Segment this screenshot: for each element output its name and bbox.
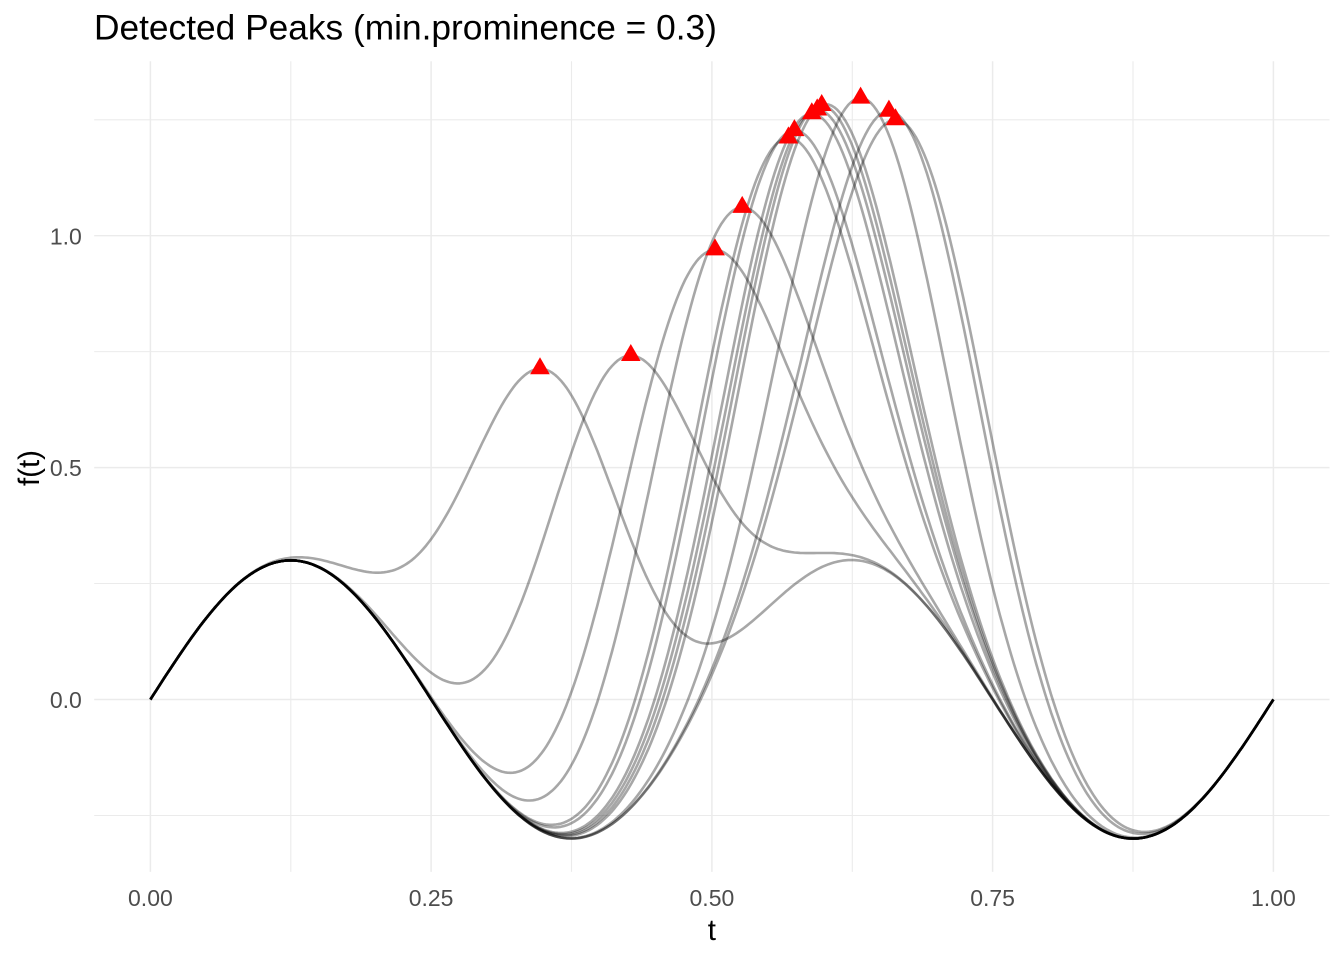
svg-text:0.0: 0.0: [50, 687, 82, 713]
svg-text:t: t: [708, 914, 716, 947]
svg-text:Detected Peaks (min.prominence: Detected Peaks (min.prominence = 0.3): [94, 8, 717, 47]
svg-text:0.25: 0.25: [409, 885, 454, 911]
svg-text:f(t): f(t): [13, 450, 46, 486]
svg-text:1.0: 1.0: [50, 223, 82, 249]
svg-text:0.75: 0.75: [970, 885, 1015, 911]
svg-text:0.5: 0.5: [50, 455, 82, 481]
svg-text:1.00: 1.00: [1251, 885, 1296, 911]
svg-text:0.00: 0.00: [128, 885, 173, 911]
svg-text:0.50: 0.50: [690, 885, 735, 911]
